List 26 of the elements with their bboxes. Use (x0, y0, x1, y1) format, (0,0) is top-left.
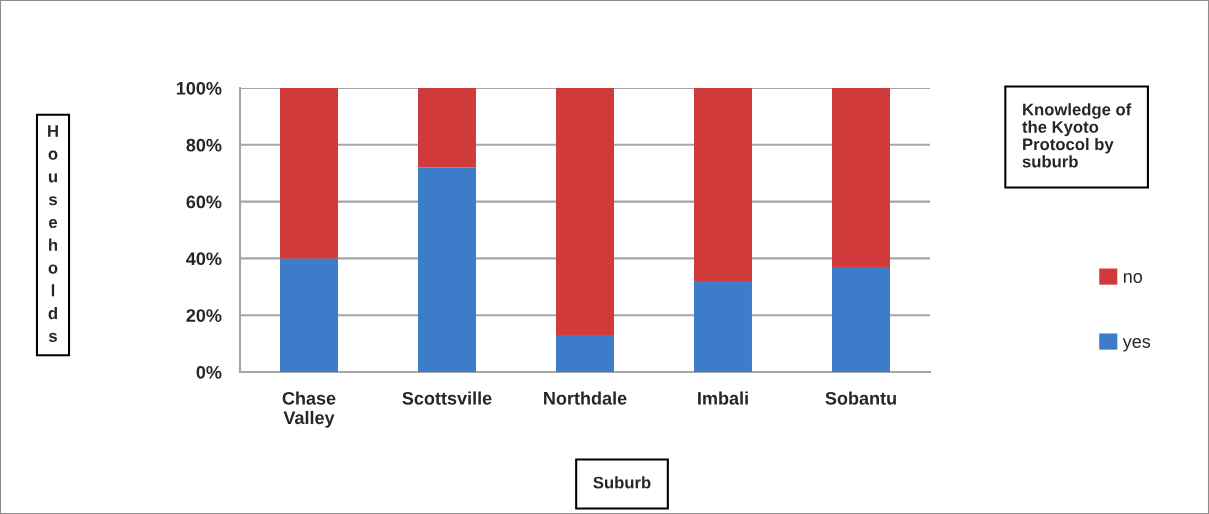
bar (832, 88, 890, 267)
x-tick-label: Imbali (698, 391, 748, 405)
bar (280, 88, 338, 259)
legend-label: no (1123, 273, 1143, 283)
bar (832, 266, 890, 372)
y-tick-label: 20% (186, 309, 222, 322)
y-tick-label: 40% (186, 252, 222, 266)
legend-label: yes (1122, 338, 1151, 352)
bar (694, 281, 752, 372)
y-tick-label: 100% (176, 81, 222, 95)
bar (556, 88, 614, 336)
bar (418, 88, 476, 168)
bar (694, 88, 752, 282)
x-tick-label: Chase Valley (282, 391, 336, 428)
y-tick-label: 80% (186, 138, 222, 152)
bar (556, 335, 614, 372)
bar (280, 258, 338, 372)
legend-title: Knowledge of the Kyoto Protocol by suburb (1022, 103, 1132, 168)
x-axis-title: Suburb (593, 476, 651, 489)
x-tick-label: Scottsville (402, 391, 492, 405)
x-tick-label: Sobantu (825, 391, 896, 405)
y-tick-label: 0% (196, 365, 222, 379)
bar (418, 167, 476, 372)
x-tick-label: Northdale (544, 391, 627, 405)
y-tick-label: 60% (186, 195, 222, 209)
text: Households (48, 125, 58, 342)
